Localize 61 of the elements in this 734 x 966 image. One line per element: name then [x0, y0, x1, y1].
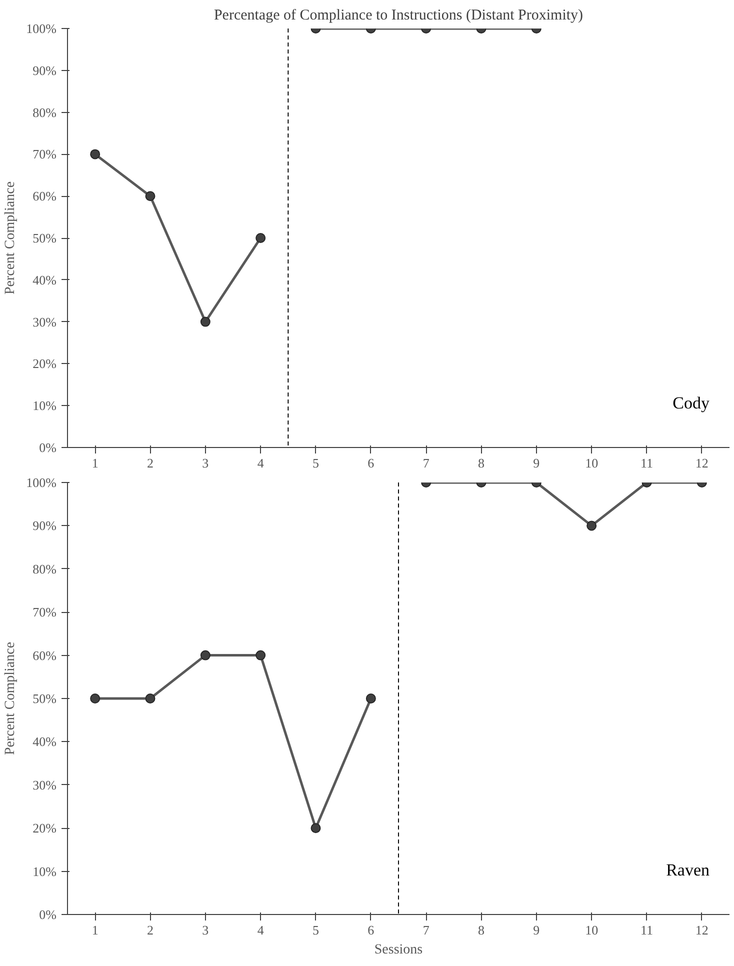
- y-tick-label: 0%: [39, 440, 57, 455]
- point: [256, 233, 266, 243]
- x-tick-label: 12: [695, 456, 708, 470]
- x-tick-label: 4: [257, 456, 264, 470]
- x-tick-label: 6: [368, 922, 375, 938]
- y-tick-label: 90%: [32, 518, 57, 534]
- y-tick-label: 20%: [32, 356, 57, 372]
- x-tick-label: 8: [478, 922, 484, 938]
- y-tick-label: 80%: [32, 561, 57, 576]
- y-tick-label: 100%: [26, 21, 57, 36]
- x-tick-label: 11: [640, 922, 654, 938]
- x-tick-label: 3: [202, 456, 209, 470]
- x-tick-label: 2: [147, 922, 154, 938]
- x-axis-title: Sessions: [374, 942, 423, 958]
- chart-title: Percentage of Compliance to Instructions (Distant Proximity): [214, 8, 584, 24]
- y-axis-title: Percent Compliance: [3, 642, 18, 756]
- y-tick-label: 80%: [32, 104, 57, 120]
- y-tick-label: 10%: [32, 398, 57, 414]
- x-tick-label: 5: [312, 456, 319, 470]
- y-tick-label: 70%: [32, 604, 57, 620]
- y-tick-label: 70%: [32, 146, 57, 162]
- y-tick-label: 30%: [32, 777, 57, 792]
- x-tick-label: 10: [585, 456, 598, 470]
- point: [145, 694, 156, 704]
- x-tick-label: 10: [585, 922, 598, 938]
- point: [366, 694, 376, 704]
- y-tick-label: 30%: [32, 314, 57, 330]
- x-tick-label: 11: [640, 456, 654, 470]
- y-tick-label: 40%: [32, 734, 57, 750]
- x-tick-label: 8: [478, 456, 484, 470]
- x-tick-label: 5: [312, 922, 319, 938]
- point: [256, 650, 266, 660]
- y-tick-label: 0%: [39, 907, 57, 922]
- x-tick-label: 7: [422, 456, 430, 470]
- point: [200, 316, 210, 327]
- y-tick-label: 20%: [32, 820, 57, 836]
- y-tick-label: 10%: [32, 864, 57, 879]
- x-tick-label: 12: [695, 922, 708, 938]
- y-tick-label: 50%: [32, 691, 57, 706]
- x-tick-label: 7: [422, 922, 430, 938]
- x-tick-label: 9: [533, 456, 540, 470]
- x-tick-label: 4: [257, 922, 264, 938]
- y-tick-label: 40%: [32, 272, 57, 288]
- y-tick-label: 90%: [32, 62, 57, 78]
- y-tick-label: 50%: [32, 230, 57, 246]
- point: [90, 694, 100, 704]
- y-tick-label: 100%: [26, 475, 57, 490]
- x-tick-label: 9: [533, 922, 540, 938]
- point: [145, 191, 156, 202]
- y-tick-label: 60%: [32, 188, 57, 204]
- x-tick-label: 1: [92, 922, 98, 938]
- x-tick-label: 2: [147, 456, 154, 470]
- x-tick-label: 6: [368, 456, 375, 470]
- point: [200, 650, 210, 660]
- y-axis-title: Percent Compliance: [3, 181, 18, 295]
- annotation: Raven: [666, 860, 710, 880]
- point: [90, 149, 100, 160]
- annotation: Cody: [672, 394, 710, 412]
- x-tick-label: 3: [202, 922, 209, 938]
- x-tick-label: 1: [92, 456, 98, 470]
- y-tick-label: 60%: [32, 648, 57, 663]
